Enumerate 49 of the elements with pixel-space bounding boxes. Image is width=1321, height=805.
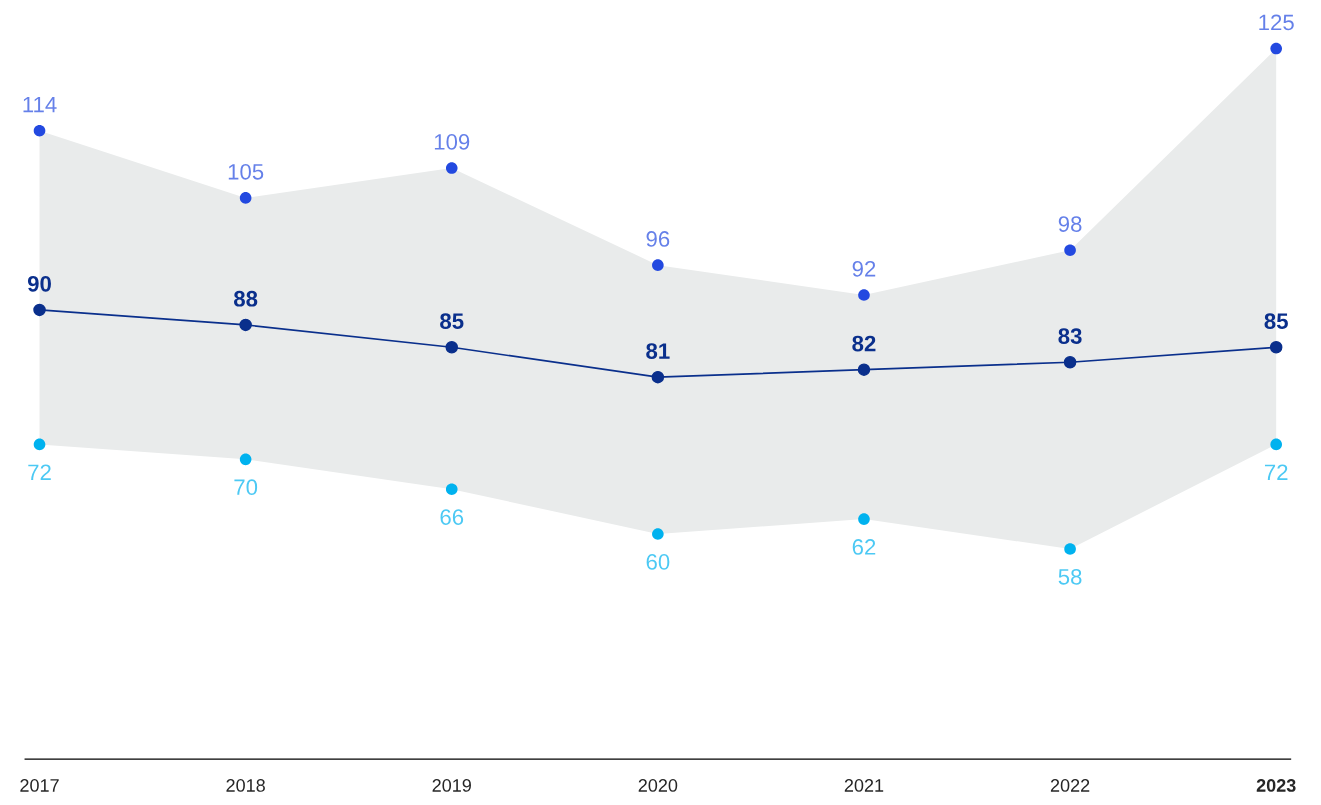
data-label: 96 xyxy=(646,231,670,247)
data-label: 58 xyxy=(1058,568,1082,585)
point xyxy=(1063,355,1077,369)
data-label: 105 xyxy=(228,163,264,180)
data-label: 70 xyxy=(234,479,258,496)
point xyxy=(1064,244,1076,257)
x-tick-label: 2021 xyxy=(844,779,884,792)
point xyxy=(33,438,46,451)
data-label: 72 xyxy=(1264,464,1288,480)
data-label: 81 xyxy=(646,343,670,359)
point xyxy=(858,513,870,525)
data-label: 62 xyxy=(852,539,876,555)
data-label: 83 xyxy=(1058,328,1082,344)
point xyxy=(652,259,664,271)
data-label: 125 xyxy=(1259,14,1294,31)
data-label: 66 xyxy=(440,509,464,525)
x-tick-label: 2023 xyxy=(1256,779,1296,792)
data-label: 98 xyxy=(1058,216,1082,232)
data-label: 109 xyxy=(434,134,470,150)
data-label: 90 xyxy=(27,275,51,292)
point xyxy=(239,192,252,204)
point xyxy=(33,303,46,317)
point xyxy=(858,289,870,301)
point xyxy=(857,363,871,376)
data-label: 88 xyxy=(233,290,258,307)
point xyxy=(651,370,665,384)
x-tick-label: 2018 xyxy=(226,779,265,792)
point xyxy=(445,483,458,495)
x-tick-label: 2019 xyxy=(432,779,471,792)
x-tick-label: 2017 xyxy=(20,779,59,792)
point xyxy=(33,124,46,137)
x-tick-label: 2022 xyxy=(1050,779,1090,792)
point xyxy=(1270,438,1282,451)
data-label: 85 xyxy=(1264,313,1288,330)
point xyxy=(239,318,252,332)
data-label: 72 xyxy=(28,464,51,480)
data-label: 82 xyxy=(852,335,876,352)
point xyxy=(445,341,458,354)
data-label: 92 xyxy=(852,260,876,277)
point xyxy=(1064,543,1076,555)
data-label: 114 xyxy=(23,96,57,113)
point xyxy=(652,528,664,540)
point xyxy=(1270,42,1282,55)
x-tick-label: 2020 xyxy=(638,779,678,792)
data-label: 60 xyxy=(646,554,670,570)
point xyxy=(1269,341,1283,354)
point xyxy=(445,162,458,174)
data-label: 85 xyxy=(440,313,464,330)
point xyxy=(239,453,252,466)
